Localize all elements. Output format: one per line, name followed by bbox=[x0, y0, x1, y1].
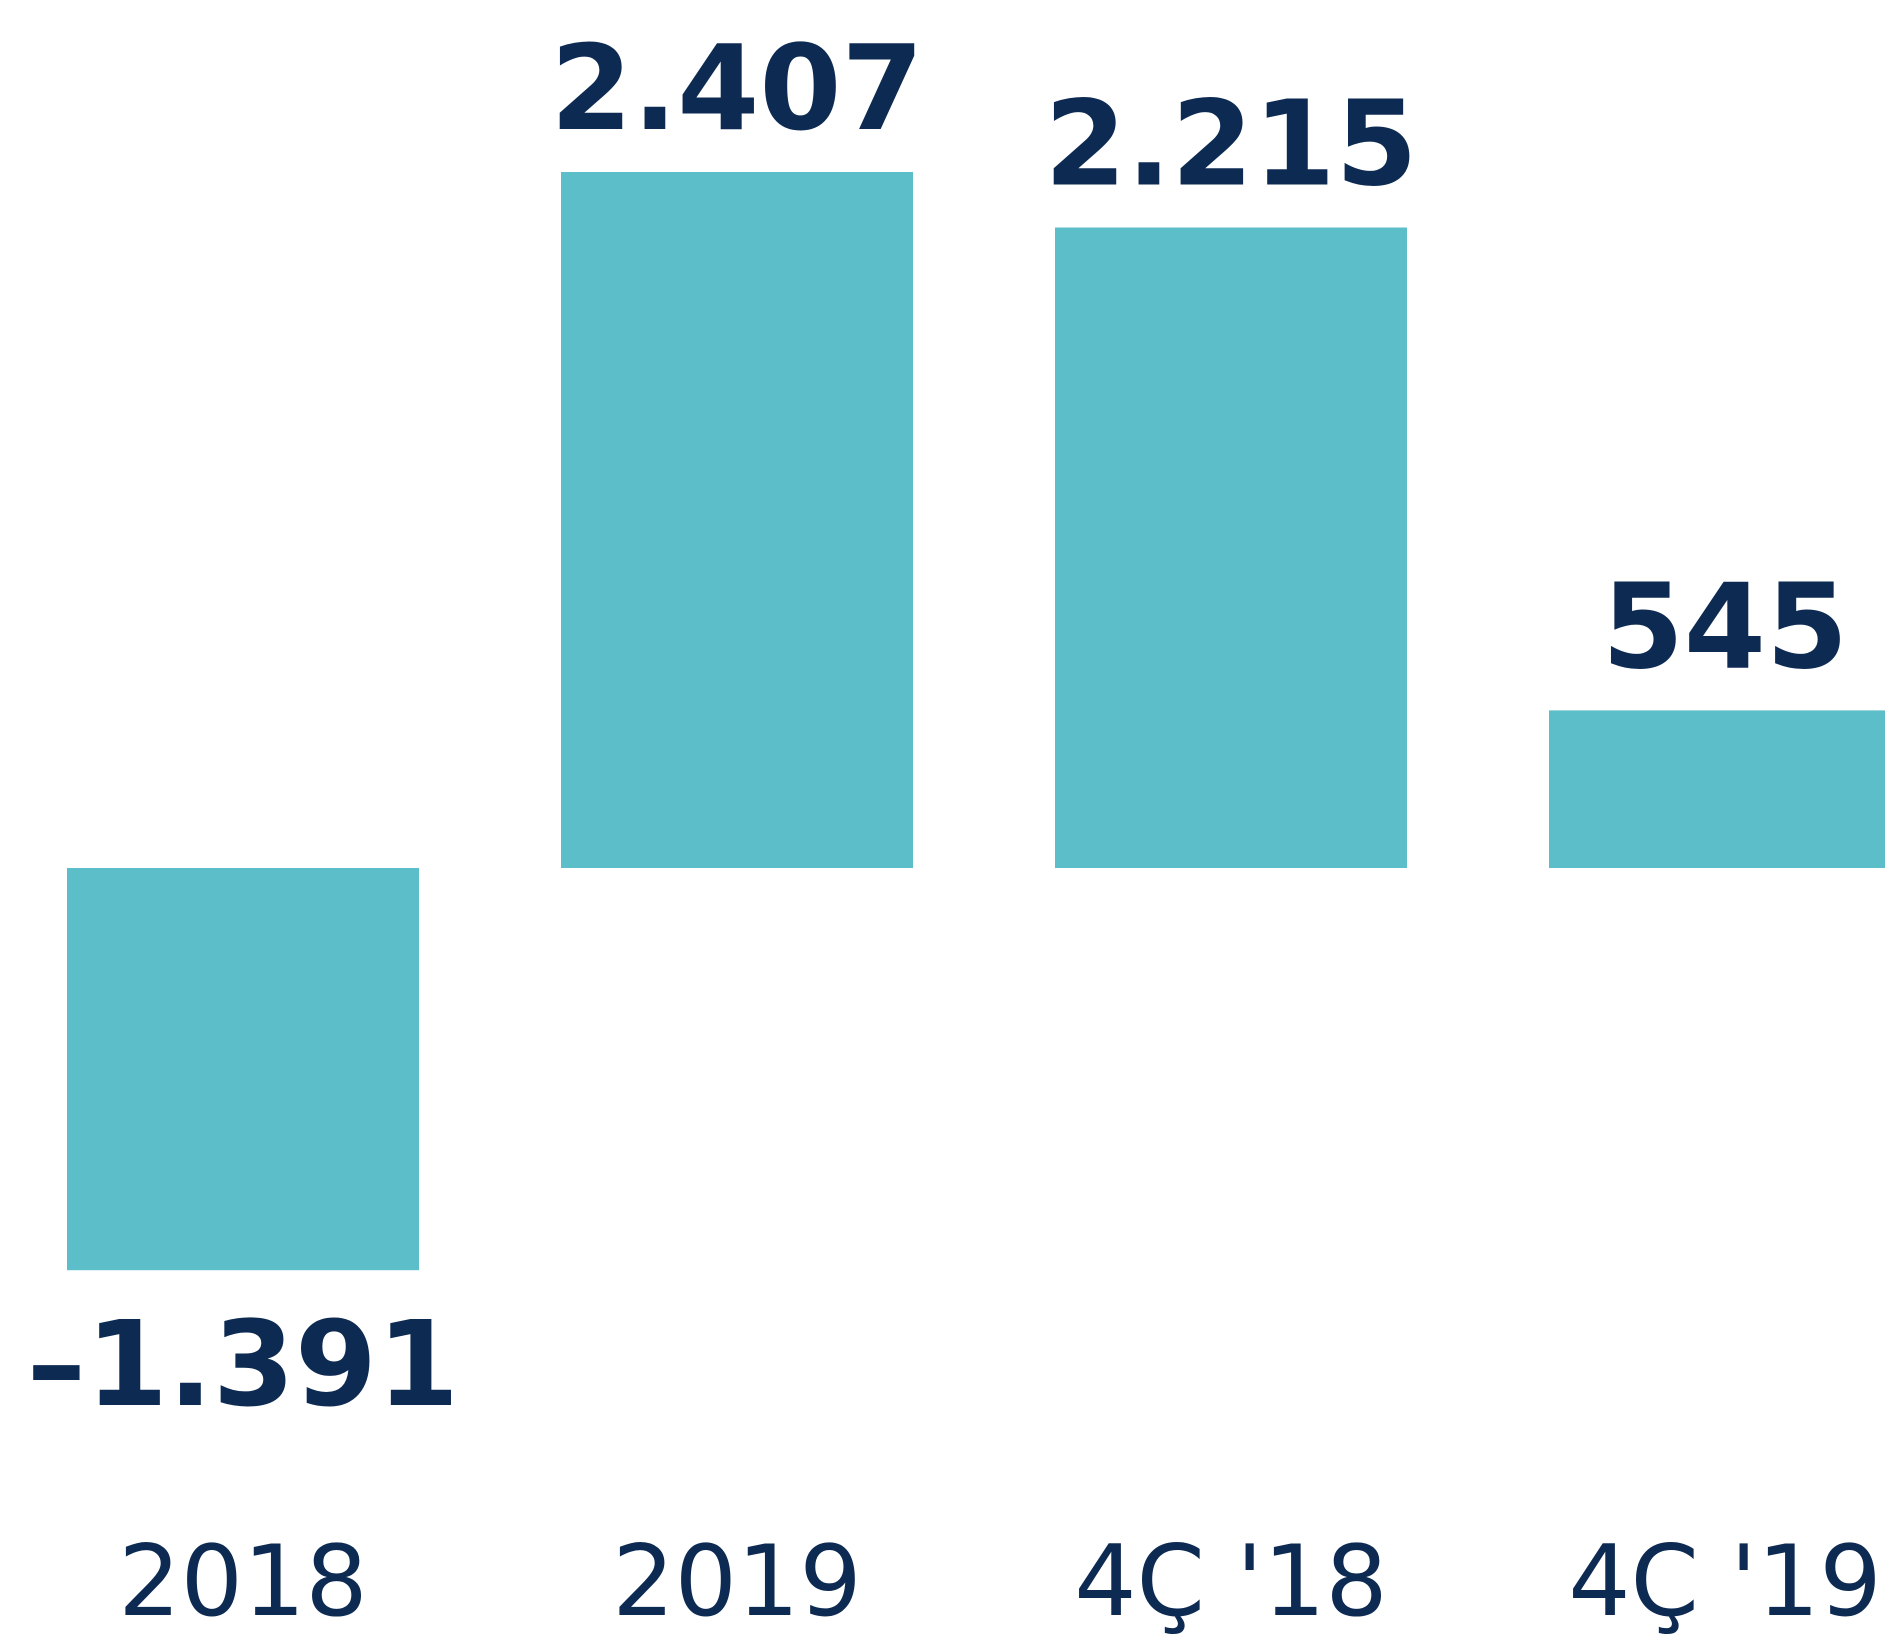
x-tick-label: 4Ç '19 bbox=[1568, 1525, 1882, 1639]
value-label: 2.215 bbox=[1044, 75, 1417, 213]
x-tick-label: 2018 bbox=[118, 1525, 367, 1639]
value-label: –1.391 bbox=[27, 1295, 459, 1433]
bar bbox=[1055, 227, 1407, 868]
value-label: 2.407 bbox=[550, 19, 923, 157]
x-tick-label: 4Ç '18 bbox=[1074, 1525, 1388, 1639]
bar bbox=[1549, 710, 1885, 868]
value-label: 545 bbox=[1602, 557, 1848, 695]
bar bbox=[561, 172, 913, 868]
bar bbox=[67, 868, 419, 1271]
x-tick-label: 2019 bbox=[612, 1525, 861, 1639]
